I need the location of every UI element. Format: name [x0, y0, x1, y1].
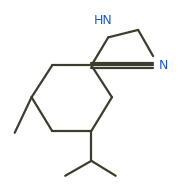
Text: HN: HN — [94, 14, 113, 27]
Text: N: N — [159, 59, 168, 72]
